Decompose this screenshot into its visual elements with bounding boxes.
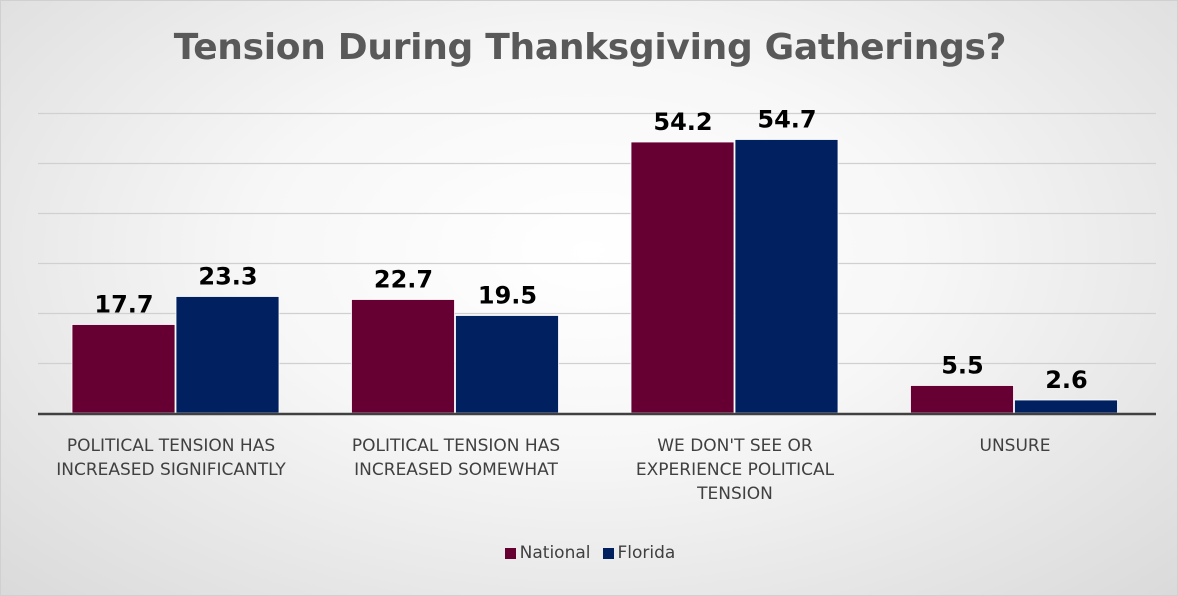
legend: National Florida	[1, 543, 1178, 563]
bar-national-0	[71, 324, 176, 414]
bar-national-2	[630, 141, 735, 414]
bar-florida-2	[734, 139, 839, 414]
chart-title: Tension During Thanksgiving Gatherings?	[173, 27, 1007, 68]
legend-swatch-national	[504, 547, 516, 559]
data-label-national-2: 54.2	[653, 108, 712, 136]
bar-florida-3	[1014, 399, 1118, 414]
category-label-unsure: UNSURE	[979, 436, 1051, 456]
legend-label-florida: Florida	[617, 543, 676, 563]
legend-item-florida: Florida	[602, 543, 676, 563]
legend-label-national: National	[519, 543, 591, 563]
bar-national-3	[910, 385, 1014, 414]
category-label-increased-somewhat: POLITICAL TENSION HAS INCREASED SOMEWHAT	[351, 436, 561, 480]
bar-florida-1	[455, 315, 559, 414]
bar-florida-0	[175, 296, 280, 414]
data-label-florida-2: 54.7	[757, 106, 816, 134]
data-label-national-3: 5.5	[941, 352, 984, 380]
data-label-florida-0: 23.3	[198, 263, 257, 291]
bar-national-1	[351, 299, 455, 414]
category-label-increased-significantly: POLITICAL TENSION HAS INCREASED SIGNIFIC…	[56, 436, 286, 480]
legend-swatch-florida	[602, 547, 614, 559]
data-label-national-0: 17.7	[94, 291, 153, 319]
legend-item-national: National	[504, 543, 591, 563]
data-label-florida-1: 19.5	[478, 282, 537, 310]
data-label-national-1: 22.7	[374, 266, 433, 294]
data-label-florida-3: 2.6	[1045, 366, 1088, 394]
category-label-no-tension: WE DON'T SEE OR EXPERIENCE POLITICAL TEN…	[635, 436, 835, 504]
